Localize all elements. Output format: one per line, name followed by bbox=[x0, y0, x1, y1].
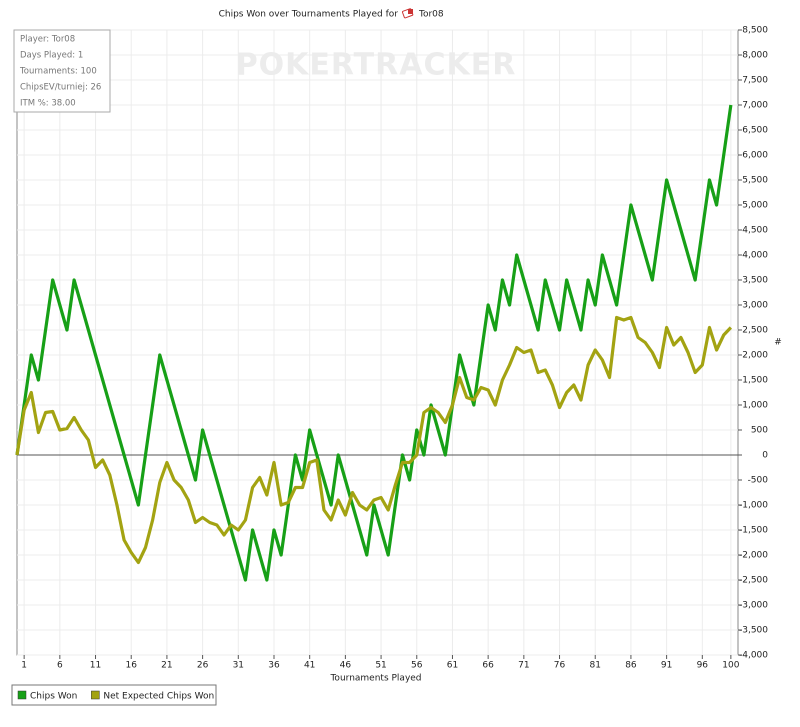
y-tick-label: 7,500 bbox=[742, 76, 768, 86]
x-tick-label: 26 bbox=[197, 661, 209, 671]
x-tick-label: 6 bbox=[57, 661, 63, 671]
x-axis-label: Tournaments Played bbox=[329, 674, 421, 684]
y-tick-label: 0 bbox=[762, 451, 768, 461]
y-tick-label: -2,000 bbox=[739, 551, 768, 561]
x-tick-label: 51 bbox=[375, 661, 386, 671]
y-tick-label: 5,000 bbox=[742, 201, 768, 211]
y-tick-label: 2,500 bbox=[742, 326, 768, 336]
y-tick-label: 4,000 bbox=[742, 251, 768, 261]
watermark: POKERTRACKER bbox=[236, 48, 517, 83]
x-tick-label: 56 bbox=[411, 661, 423, 671]
x-tick-label: 21 bbox=[161, 661, 172, 671]
x-tick-label: 46 bbox=[340, 661, 352, 671]
x-tick-label: 61 bbox=[447, 661, 458, 671]
x-tick-label: 16 bbox=[125, 661, 137, 671]
grid bbox=[17, 29, 738, 656]
chart-title: Chips Won over Tournaments Played for bbox=[219, 10, 399, 20]
x-tick-label: 41 bbox=[304, 661, 315, 671]
player-name: Tor08 bbox=[418, 10, 444, 20]
legend-items: Chips Won Net Expected Chips Won bbox=[17, 690, 214, 702]
x-tick-label: 100 bbox=[722, 661, 739, 671]
info-line: ITM %: 38.00 bbox=[20, 99, 76, 109]
info-line: Tournaments: 100 bbox=[19, 67, 97, 77]
info-line: Days Played: 1 bbox=[20, 51, 83, 61]
y-axis-label: # bbox=[774, 338, 782, 348]
plot-area bbox=[16, 29, 739, 656]
y-tick-label: -3,000 bbox=[739, 601, 768, 611]
y-tick-label: 4,500 bbox=[742, 226, 768, 236]
series-line bbox=[15, 315, 733, 565]
y-tick-label: -1,000 bbox=[739, 501, 768, 511]
x-tick-label: 96 bbox=[697, 661, 709, 671]
y-tick-label: 6,500 bbox=[742, 126, 768, 136]
x-tick-label: 31 bbox=[233, 661, 244, 671]
y-tick-label: 8,000 bbox=[742, 51, 768, 61]
x-tick-label: 86 bbox=[625, 661, 637, 671]
x-tick-label: 1 bbox=[21, 661, 27, 671]
legend bbox=[11, 684, 217, 706]
x-tick-label: 66 bbox=[482, 661, 494, 671]
x-tick-label: 71 bbox=[518, 661, 529, 671]
y-tick-label: -1,500 bbox=[739, 526, 768, 536]
y-tick-label: -500 bbox=[748, 476, 769, 486]
x-tick-label: 81 bbox=[590, 661, 601, 671]
y-tick-label: 3,000 bbox=[742, 301, 768, 311]
x-tick-label: 36 bbox=[268, 661, 280, 671]
info-line: ChipsEV/turniej: 26 bbox=[20, 83, 101, 93]
info-line: Player: Tor08 bbox=[20, 35, 75, 45]
y-tick-label: 7,000 bbox=[742, 101, 768, 111]
y-tick-label: 1,000 bbox=[742, 401, 768, 411]
y-tick-label: -3,500 bbox=[739, 626, 768, 636]
x-tick-label: 76 bbox=[554, 661, 566, 671]
series-line bbox=[15, 104, 733, 582]
x-tick-label: 91 bbox=[661, 661, 672, 671]
y-tick-label: 2,000 bbox=[742, 351, 768, 361]
x-tick-label: 11 bbox=[90, 661, 101, 671]
y-tick-label: 3,500 bbox=[742, 276, 768, 286]
y-tick-label: 8,500 bbox=[742, 26, 768, 36]
y-tick-label: -2,500 bbox=[739, 576, 768, 586]
legend-label: Net Expected Chips Won bbox=[103, 692, 214, 702]
y-tick-label: -4,000 bbox=[739, 651, 768, 661]
y-tick-label: 5,500 bbox=[742, 176, 768, 186]
legend-swatch bbox=[17, 690, 27, 700]
legend-swatch bbox=[91, 690, 100, 700]
legend-label: Chips Won bbox=[30, 692, 77, 702]
info-lines: Player: Tor08 Days Played: 1 Tournaments: … bbox=[19, 35, 101, 109]
y-tick-label: 500 bbox=[751, 426, 768, 436]
info-box bbox=[13, 29, 111, 113]
player-icon bbox=[401, 8, 414, 19]
y-tick-label: 6,000 bbox=[742, 151, 768, 161]
y-tick-label: 1,500 bbox=[742, 376, 768, 386]
